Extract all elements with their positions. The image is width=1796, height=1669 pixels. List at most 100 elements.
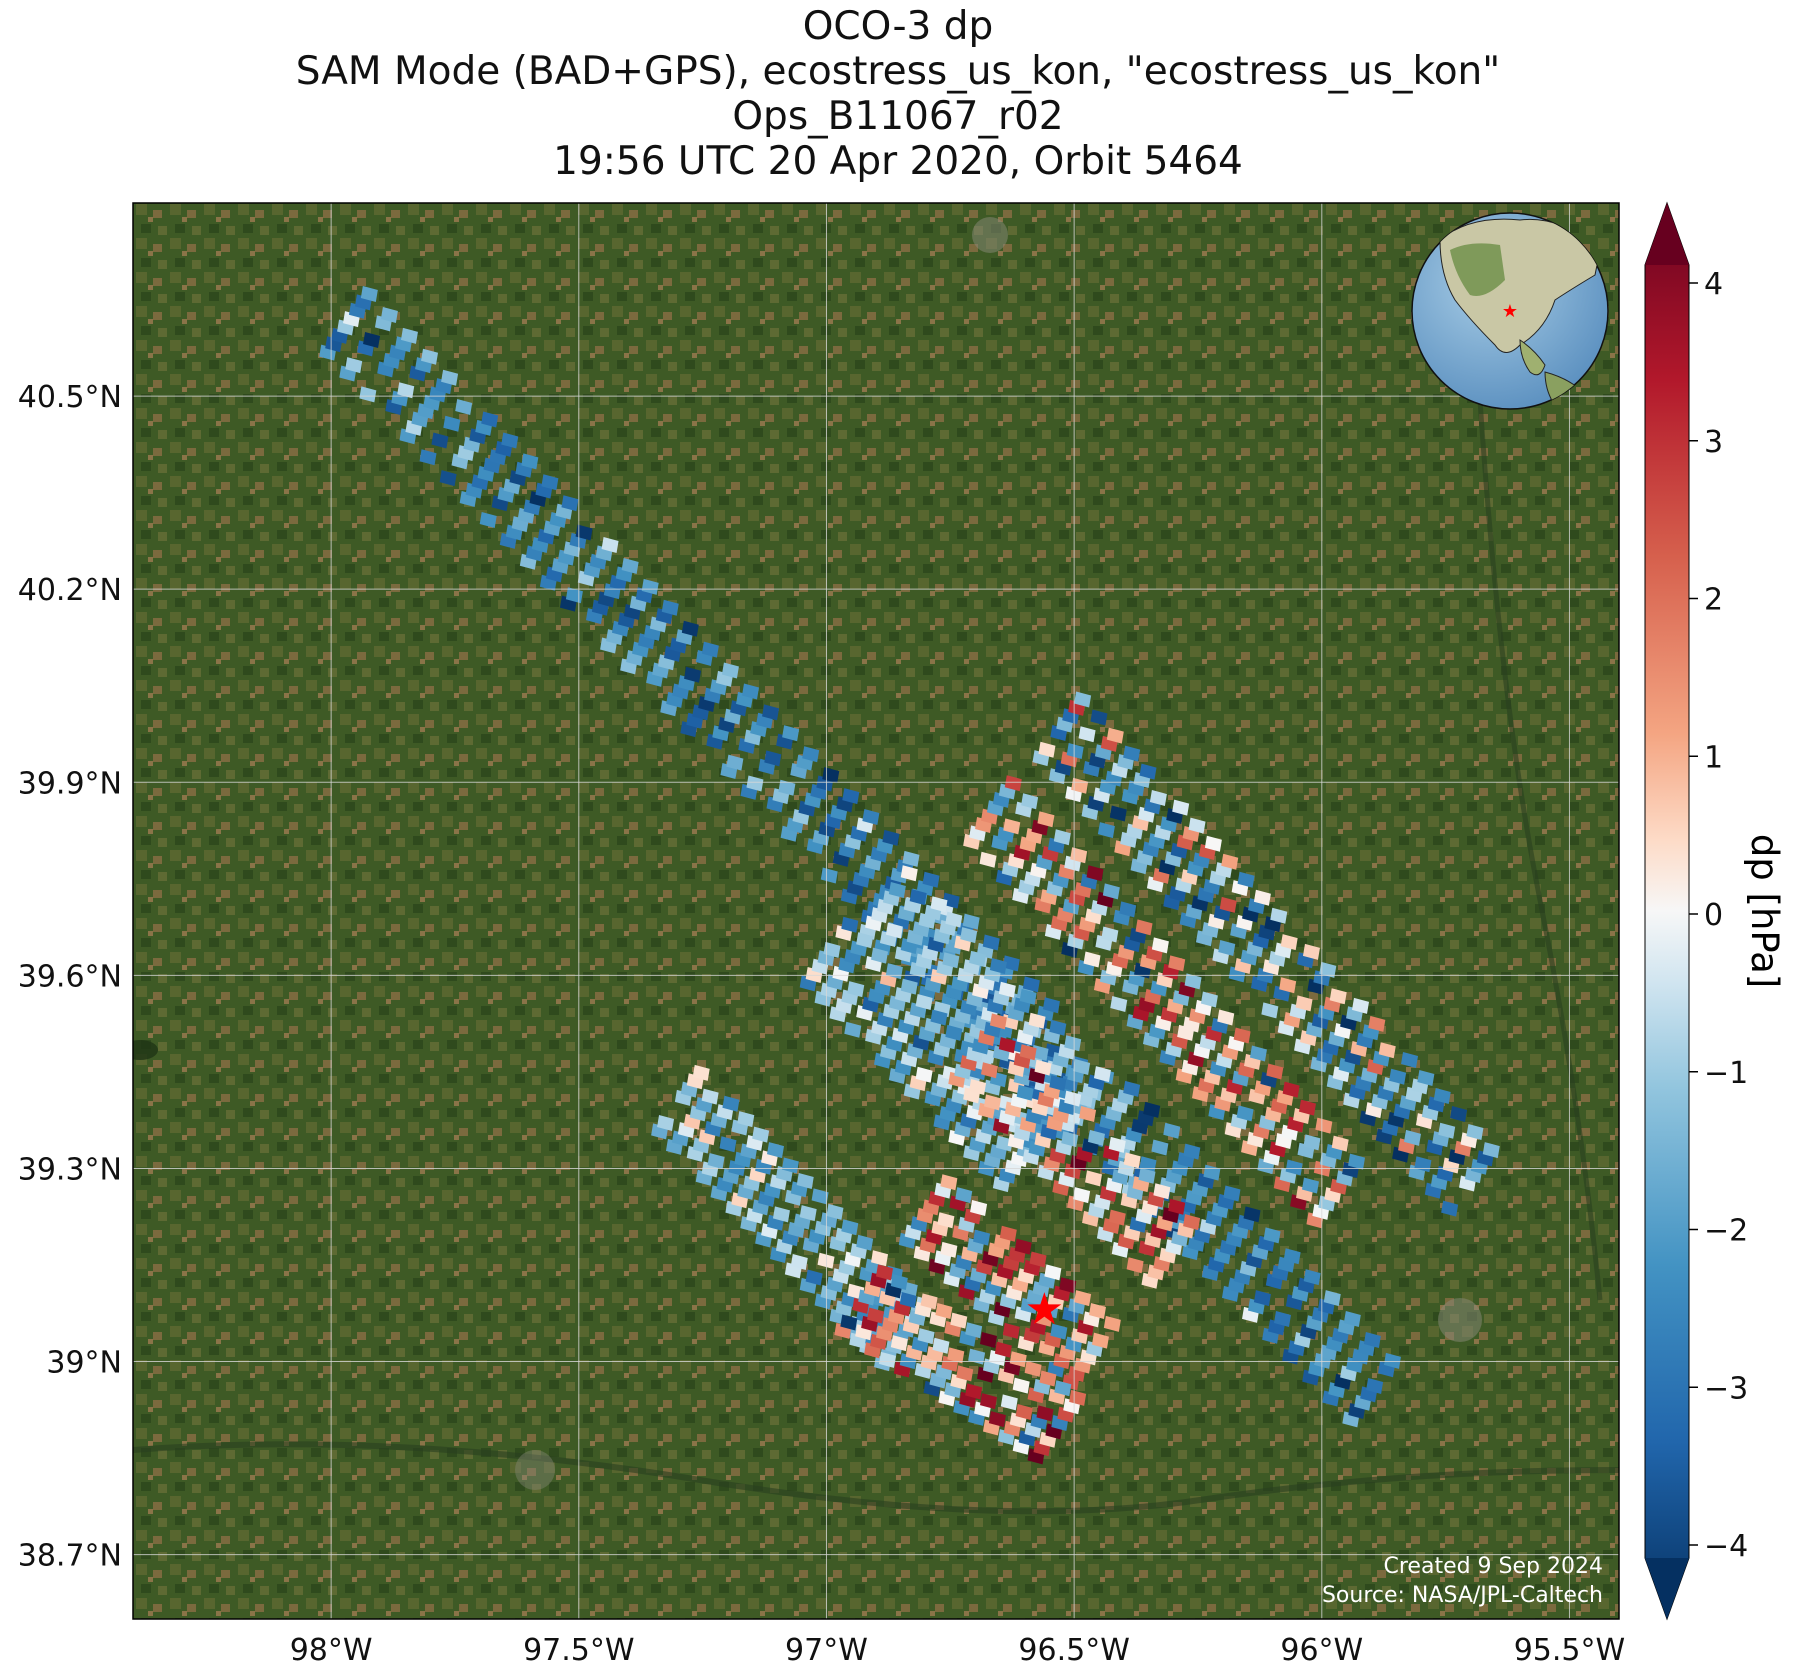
colorbar: 4 3 2 1 0 −1 −2 −3 −4 dp [hPa] <box>1644 201 1786 1621</box>
sounding-footprint <box>842 788 860 805</box>
sounding-footprint <box>1233 1027 1251 1044</box>
sounding-footprint <box>1329 988 1347 1005</box>
sounding-footprint <box>521 453 539 470</box>
river-feature <box>1477 399 1603 1301</box>
sounding-footprint <box>1237 871 1255 888</box>
sounding-footprint <box>721 662 739 679</box>
sounding-footprint <box>1417 1069 1435 1086</box>
sounding-footprint <box>1097 822 1115 839</box>
target-marker: ★ <box>1025 1284 1064 1335</box>
sounding-footprint <box>707 1153 725 1170</box>
sounding-footprint <box>681 620 699 637</box>
sounding-footprint <box>782 725 800 742</box>
sounding-footprint <box>762 704 780 721</box>
sounding-footprint <box>995 1135 1013 1152</box>
colorbar-extend-top <box>1645 203 1689 265</box>
sounding-footprint <box>970 1199 988 1216</box>
sounding-footprint <box>1108 1209 1126 1226</box>
sounding-footprint <box>692 1064 710 1081</box>
sounding-footprint <box>875 1264 893 1281</box>
sounding-footprint <box>1263 1227 1281 1244</box>
sounding-footprint <box>882 829 900 846</box>
sounding-footprint <box>1298 1099 1316 1116</box>
x-axis-ticks: 98°W 97.5°W 97°W 96.5°W 96°W 95.5°W <box>290 1633 1625 1668</box>
sounding-footprint <box>980 1331 998 1348</box>
sounding-footprint <box>1015 1404 1033 1421</box>
sounding-footprint <box>1441 1200 1459 1217</box>
sounding-footprint <box>969 950 987 967</box>
sounding-footprint <box>1323 1290 1341 1307</box>
sounding-footprint <box>844 1021 862 1038</box>
graticule <box>133 203 1619 1619</box>
sounding-footprint <box>956 1365 974 1382</box>
sounding-footprint <box>1029 1251 1047 1268</box>
sounding-footprint <box>431 432 449 449</box>
sounding-footprint <box>1069 1389 1087 1406</box>
sounding-footprint <box>930 896 948 913</box>
sounding-footprint <box>935 1302 953 1319</box>
x-tick-label: 96.5°W <box>1018 1633 1129 1668</box>
sounding-footprint <box>1249 1045 1267 1062</box>
sounding-footprint <box>900 865 918 882</box>
dp-soundings <box>319 286 1500 1465</box>
sounding-footprint <box>1088 1302 1106 1319</box>
map-panel[interactable]: ★ ★ Created 9 Sep 2024 Source: NASA/JPL-… <box>122 202 1620 1620</box>
sounding-footprint <box>441 369 459 386</box>
sounding-footprint <box>1004 775 1022 792</box>
sounding-footprint <box>421 348 439 365</box>
sounding-footprint <box>1042 997 1060 1014</box>
sounding-footprint <box>840 1314 858 1331</box>
sounding-footprint <box>1331 1135 1349 1152</box>
sounding-footprint <box>968 1348 986 1365</box>
sounding-footprint <box>1086 865 1104 882</box>
sounding-footprint <box>922 871 940 888</box>
sounding-footprint <box>1285 1159 1303 1176</box>
sounding-footprint <box>1303 1134 1321 1151</box>
sounding-footprint <box>1315 1117 1333 1134</box>
sounding-footprint <box>983 1094 1001 1111</box>
sounding-footprint <box>1282 1081 1300 1098</box>
sounding-footprint <box>1253 889 1271 906</box>
sounding-footprint <box>945 1024 963 1041</box>
sounding-footprint <box>1049 1075 1067 1092</box>
y-tick-label: 40.5°N <box>18 380 122 415</box>
y-tick-label: 39.6°N <box>18 959 122 994</box>
sounding-footprint <box>982 934 1000 951</box>
sounding-footprint <box>1295 995 1313 1012</box>
sounding-footprint <box>1348 1153 1366 1170</box>
x-tick-label: 96°W <box>1280 1633 1363 1668</box>
sounding-footprint <box>999 1225 1017 1242</box>
sounding-footprint <box>1064 1090 1082 1107</box>
sounding-footprint <box>1482 1142 1500 1159</box>
town-feature <box>972 217 1008 253</box>
sounding-footprint <box>439 470 457 487</box>
sounding-footprint <box>994 1341 1012 1358</box>
sounding-footprint <box>601 537 619 554</box>
globe-star-icon: ★ <box>1502 301 1518 322</box>
sounding-footprint <box>575 524 593 541</box>
sounding-footprint <box>701 641 719 658</box>
colorbar-tick-label: −4 <box>1704 1529 1748 1564</box>
sounding-footprint <box>862 808 880 825</box>
sounding-footprint <box>1036 1405 1054 1422</box>
sounding-footprint <box>940 1174 958 1191</box>
sounding-footprint <box>878 1351 896 1368</box>
sounding-footprint <box>1188 817 1206 834</box>
sounding-footprint <box>1012 1377 1030 1394</box>
sounding-footprint <box>455 398 473 415</box>
sounding-footprint <box>920 1293 938 1310</box>
sounding-footprint <box>871 1250 889 1267</box>
sounding-footprint <box>1019 1044 1037 1061</box>
sounding-footprint <box>1183 1214 1201 1231</box>
sounding-footprint <box>778 779 796 796</box>
sounding-footprint <box>979 851 997 868</box>
sounding-footprint <box>1059 1277 1077 1294</box>
sounding-footprint <box>1109 805 1127 822</box>
sounding-footprint <box>722 1095 740 1112</box>
sounding-footprint <box>1279 977 1297 994</box>
sounding-footprint <box>823 941 841 958</box>
sounding-footprint <box>1000 1394 1018 1411</box>
sounding-footprint <box>950 1312 968 1329</box>
sounding-footprint <box>1183 1143 1201 1160</box>
title-line-4: 19:56 UTC 20 Apr 2020, Orbit 5464 <box>553 139 1243 184</box>
